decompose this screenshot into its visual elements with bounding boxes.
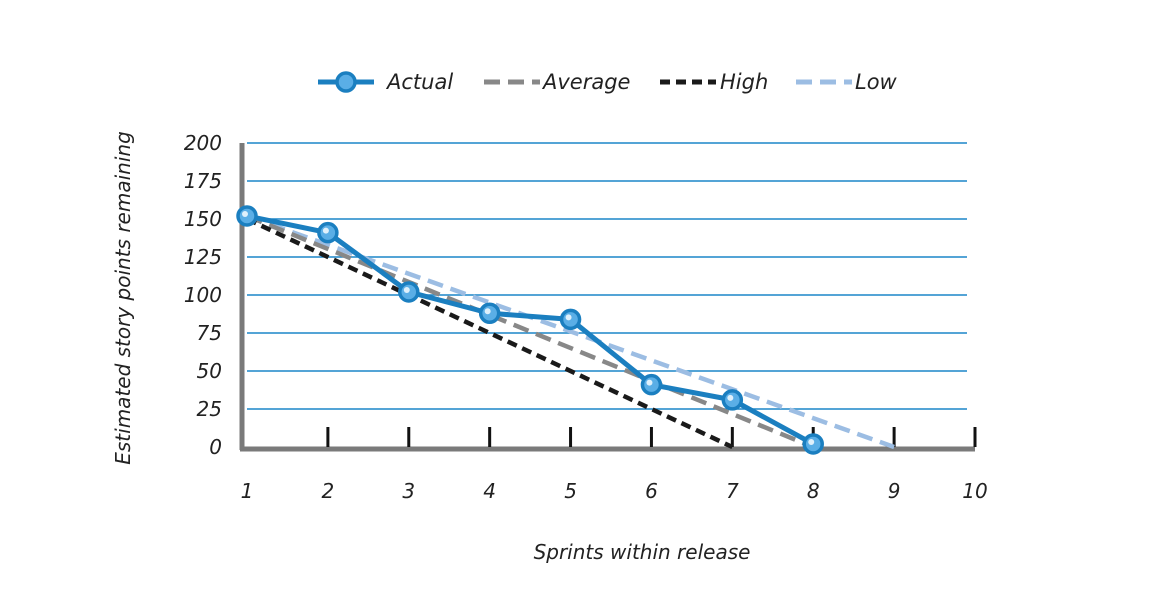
series-layer xyxy=(236,205,895,455)
legend-marker-actual xyxy=(335,71,357,93)
gridlines xyxy=(247,142,967,410)
data-point-highlight-5 xyxy=(565,314,572,321)
y-tick-label-25: 25 xyxy=(197,397,222,421)
x-tick-label-3: 3 xyxy=(402,479,415,503)
y-tick-label-75: 75 xyxy=(197,321,222,345)
y-tick-label-200: 200 xyxy=(184,131,222,155)
axes xyxy=(239,143,977,452)
legend-label-high: High xyxy=(720,70,768,94)
x-tick-labels: 1 2 3 4 5 6 7 8 9 10 xyxy=(241,479,988,503)
x-tick-label-4: 4 xyxy=(483,479,496,503)
y-tick-label-0: 0 xyxy=(209,435,222,459)
x-tick-label-2: 2 xyxy=(322,479,335,503)
y-tick-label-175: 175 xyxy=(184,169,222,193)
data-point-highlight-3 xyxy=(403,286,410,293)
data-point-highlight-6 xyxy=(646,379,653,386)
y-tick-label-125: 125 xyxy=(184,245,222,269)
data-point-highlight-7 xyxy=(727,394,734,401)
series-average xyxy=(246,213,815,450)
series-line-low xyxy=(246,213,895,450)
x-tick-label-8: 8 xyxy=(807,479,820,503)
y-axis-title: Estimated story points remaining xyxy=(111,131,135,465)
x-tick-label-1: 1 xyxy=(241,479,254,503)
x-tick-label-9: 9 xyxy=(888,479,901,503)
series-line-high xyxy=(246,216,734,450)
legend-item-low: Low xyxy=(796,70,898,94)
legend-item-actual: Actual xyxy=(318,70,453,94)
y-tick-label-50: 50 xyxy=(197,359,222,383)
data-point-highlight-2 xyxy=(322,227,329,234)
legend-item-high: High xyxy=(660,70,768,94)
x-tick-label-6: 6 xyxy=(645,479,658,503)
legend-label-actual: Actual xyxy=(385,70,453,94)
x-tick-label-10: 10 xyxy=(962,479,987,503)
y-tick-labels: 0 25 50 75 100 125 150 175 200 xyxy=(184,131,222,459)
legend-item-average: Average xyxy=(484,70,630,94)
series-high xyxy=(246,216,734,450)
legend: Actual Average High Low xyxy=(318,70,898,94)
series-actual xyxy=(236,205,824,455)
series-low xyxy=(246,213,895,450)
x-tick-label-7: 7 xyxy=(726,479,739,503)
y-tick-label-100: 100 xyxy=(184,283,222,307)
data-point-highlight-8 xyxy=(808,438,815,445)
legend-label-average: Average xyxy=(541,70,630,94)
x-tick-label-5: 5 xyxy=(564,479,577,503)
data-point-highlight-4 xyxy=(484,308,491,315)
x-axis-title: Sprints within release xyxy=(534,540,751,564)
series-line-actual xyxy=(246,213,815,447)
data-point-highlight-1 xyxy=(242,210,248,217)
series-line-average xyxy=(246,213,815,450)
legend-label-low: Low xyxy=(855,70,898,94)
y-tick-label-150: 150 xyxy=(184,207,222,231)
